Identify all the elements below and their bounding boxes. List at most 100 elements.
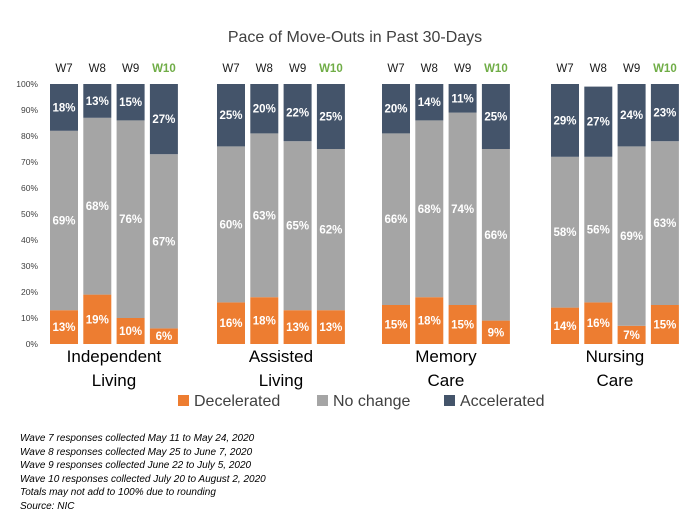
data-label: 66%	[484, 230, 507, 242]
data-label: 63%	[653, 218, 676, 230]
footnote-wave7: Wave 7 responses collected May 11 to May…	[20, 433, 255, 444]
data-label: 19%	[86, 314, 109, 326]
bar-segment-no-change	[149, 154, 178, 329]
group-label: Living	[92, 371, 136, 390]
data-label: 56%	[587, 225, 610, 237]
data-label: 20%	[253, 104, 276, 116]
y-tick-label: 50%	[21, 209, 38, 219]
bar-segment-decelerated	[217, 302, 245, 344]
data-label: 24%	[620, 110, 643, 122]
bar-segment-decelerated	[448, 305, 477, 344]
data-label: 60%	[219, 219, 242, 231]
legend-label: Accelerated	[460, 393, 545, 410]
data-label: 74%	[451, 204, 474, 216]
bar-segment-no-change	[584, 156, 613, 303]
bar-segment-accelerated	[217, 84, 245, 147]
data-label: 69%	[52, 216, 75, 228]
bar-segment-no-change	[415, 120, 444, 298]
bar-segment-no-change	[316, 149, 345, 311]
footnote-wave9: Wave 9 responses collected June 22 to Ju…	[20, 460, 252, 472]
data-label: 14%	[553, 321, 576, 333]
bar-segment-decelerated	[415, 297, 444, 344]
bar-segment-accelerated	[481, 84, 510, 149]
wave-label: W9	[122, 63, 139, 75]
wave-label: W9	[454, 63, 471, 75]
y-tick-label: 80%	[21, 131, 38, 141]
group-label: Care	[428, 371, 465, 390]
group-label: Nursing	[586, 347, 645, 366]
data-label: 20%	[384, 104, 407, 116]
bar-segment-decelerated	[50, 310, 78, 344]
data-label: 76%	[119, 214, 142, 226]
bar-segment-no-change	[116, 120, 145, 319]
wave-label: W7	[556, 63, 573, 75]
bar-segment-decelerated	[650, 305, 679, 344]
wave-label: W8	[590, 63, 607, 75]
legend-label: Decelerated	[194, 393, 280, 410]
data-label: 69%	[620, 231, 643, 243]
data-label: 15%	[119, 97, 142, 109]
data-label: 15%	[451, 320, 474, 332]
stacked-bar-chart: Pace of Move-Outs in Past 30-Days 0% 10% 2…	[16, 29, 679, 410]
bar-segment-no-change	[382, 133, 410, 305]
data-label: 7%	[623, 330, 640, 342]
legend-swatch-no-change	[317, 395, 328, 406]
bar-segment-accelerated	[415, 84, 444, 121]
data-label: 62%	[319, 225, 342, 237]
legend-swatch-accelerated	[444, 395, 455, 406]
bar-segment-accelerated	[617, 84, 646, 147]
bar-segment-decelerated	[551, 307, 579, 344]
bar-segment-accelerated	[584, 86, 613, 157]
data-label: 10%	[119, 326, 142, 338]
bar-segment-decelerated	[116, 318, 145, 344]
bars-area: W7 13% 69% 18% W8 19% 68% 13% W9 10% 76% 15% W10 6% 67…	[50, 63, 679, 390]
footnote-rounding: Totals may not add to 100% due to roundi…	[20, 487, 216, 499]
legend: Decelerated No change Accelerated	[178, 393, 545, 410]
data-label: 58%	[553, 227, 576, 239]
data-label: 66%	[384, 214, 407, 226]
bar-segment-decelerated	[83, 294, 112, 344]
legend-label: No change	[333, 393, 410, 410]
data-label: 15%	[653, 320, 676, 332]
bar-segment-accelerated	[448, 84, 477, 113]
wave-label: W8	[421, 63, 438, 75]
data-label: 29%	[553, 115, 576, 127]
bar-segment-decelerated	[250, 297, 279, 344]
y-tick-label: 10%	[21, 313, 38, 323]
wave-label: W8	[89, 63, 106, 75]
data-label: 15%	[384, 320, 407, 332]
bar-segment-decelerated	[617, 325, 646, 344]
y-axis: 0% 10% 20% 30% 40% 50% 60% 70% 80% 90% 100%	[16, 79, 38, 349]
legend-swatch-decelerated	[178, 395, 189, 406]
bar-group-independent-living: W7 13% 69% 18% W8 19% 68% 13% W9 10% 76% 15% W10 6% 67…	[50, 63, 178, 390]
bar-segment-accelerated	[83, 84, 112, 118]
data-label: 22%	[286, 108, 309, 120]
data-label: 16%	[587, 318, 610, 330]
data-label: 67%	[152, 236, 175, 248]
data-label: 65%	[286, 221, 309, 233]
data-label: 63%	[253, 210, 276, 222]
wave-label: W10	[653, 63, 677, 75]
y-tick-label: 90%	[21, 105, 38, 115]
footnote-wave10: Wave 10 responses collected July 20 to A…	[20, 473, 266, 485]
data-label: 23%	[653, 108, 676, 120]
group-label: Independent	[67, 347, 162, 366]
bar-segment-decelerated	[382, 305, 410, 344]
data-label: 25%	[319, 112, 342, 124]
footnote-source: Source: NIC	[20, 500, 75, 512]
data-label: 11%	[451, 93, 473, 105]
bar-segment-accelerated	[650, 84, 679, 142]
bar-segment-accelerated	[116, 84, 145, 121]
data-label: 18%	[52, 102, 75, 114]
bar-segment-accelerated	[250, 84, 279, 134]
bar-segment-decelerated	[481, 320, 510, 344]
bar-group-nursing-care: W7 14% 58% 29% W8 16% 56% 27% W9 7% 69% 24% W10 15% 63…	[551, 63, 679, 390]
bar-segment-decelerated	[316, 310, 345, 344]
wave-label: W10	[319, 63, 343, 75]
wave-label: W7	[55, 63, 72, 75]
bar-segment-accelerated	[551, 84, 579, 157]
data-label: 13%	[319, 322, 342, 334]
y-tick-label: 20%	[21, 287, 38, 297]
wave-label: W10	[152, 63, 176, 75]
bar-segment-accelerated	[283, 84, 312, 142]
